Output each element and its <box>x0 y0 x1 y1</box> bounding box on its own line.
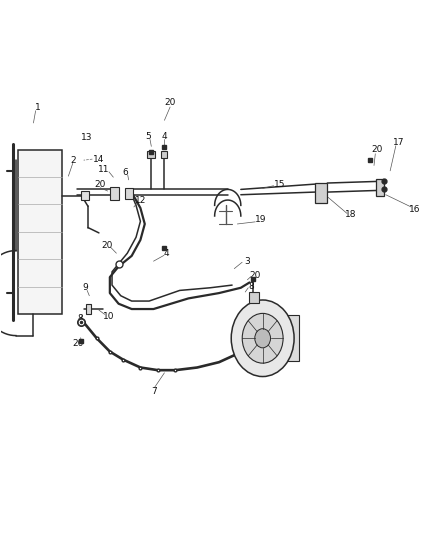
Text: 7: 7 <box>152 387 157 396</box>
Circle shape <box>242 313 283 363</box>
Text: 20: 20 <box>371 145 383 154</box>
Text: 11: 11 <box>99 165 110 174</box>
Text: 1: 1 <box>35 102 41 111</box>
Text: 3: 3 <box>244 257 250 265</box>
Text: 16: 16 <box>409 205 420 214</box>
Bar <box>18 150 62 314</box>
Bar <box>110 187 120 200</box>
Text: 17: 17 <box>393 138 405 147</box>
Text: 20: 20 <box>95 180 106 189</box>
Text: 12: 12 <box>135 196 146 205</box>
Bar <box>86 304 91 314</box>
Bar <box>125 188 133 199</box>
Text: 8: 8 <box>248 282 254 291</box>
Text: 20: 20 <box>249 271 261 279</box>
Circle shape <box>231 300 294 376</box>
Text: 18: 18 <box>345 211 357 220</box>
Bar <box>161 151 167 158</box>
Text: 4: 4 <box>162 132 167 141</box>
Bar <box>376 179 384 196</box>
Bar <box>248 292 259 303</box>
Text: 8: 8 <box>78 314 84 323</box>
Text: 4: 4 <box>164 249 170 258</box>
Text: 20: 20 <box>101 241 113 250</box>
Text: 13: 13 <box>81 133 93 142</box>
Circle shape <box>255 329 271 348</box>
Bar <box>272 316 299 361</box>
Text: 6: 6 <box>122 168 128 177</box>
Text: 20: 20 <box>164 98 176 107</box>
Text: 14: 14 <box>93 155 105 164</box>
Text: 10: 10 <box>103 312 115 321</box>
Text: 15: 15 <box>273 180 285 189</box>
Text: 5: 5 <box>145 132 151 141</box>
Bar <box>315 182 327 203</box>
Text: 9: 9 <box>82 283 88 292</box>
Text: 2: 2 <box>70 156 75 165</box>
Text: 19: 19 <box>255 215 266 224</box>
Bar <box>81 191 89 200</box>
Bar <box>148 151 155 158</box>
Text: 20: 20 <box>73 339 84 348</box>
